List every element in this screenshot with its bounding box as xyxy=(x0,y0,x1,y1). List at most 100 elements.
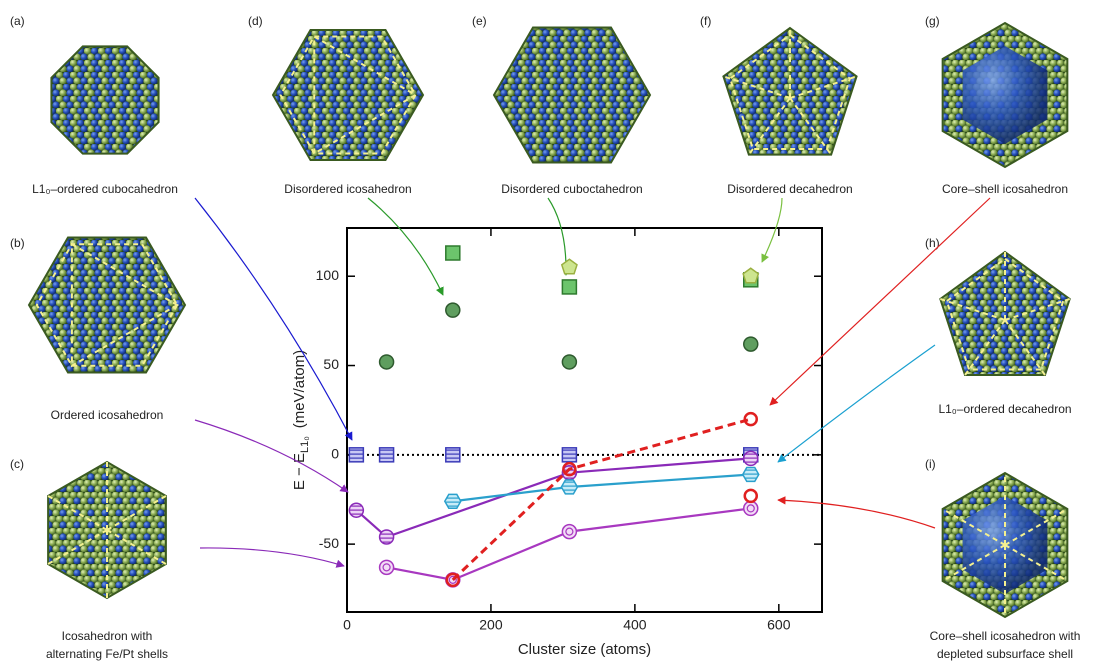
y-axis-label-part: L1₀ xyxy=(299,436,311,453)
y-axis-label: E − EL1₀ (meV/atom) xyxy=(291,350,311,490)
point xyxy=(378,529,395,545)
point-inner-ring xyxy=(382,563,391,572)
x-tick-label: 400 xyxy=(623,617,647,633)
panel-letter: (i) xyxy=(925,457,936,471)
dashed-edge xyxy=(940,298,1006,321)
panel-caption: alternating Fe/Pt shells xyxy=(46,647,168,661)
point xyxy=(743,411,758,427)
dashed-edge xyxy=(942,508,1006,546)
series-line xyxy=(451,417,752,581)
panel-caption: Icosahedron with xyxy=(62,629,153,643)
point xyxy=(562,461,577,477)
series-line xyxy=(386,507,751,581)
cluster-core xyxy=(962,46,1048,144)
panel-caption: L1₀–ordered cubocahedron xyxy=(32,182,178,196)
dashed-edge xyxy=(106,495,167,531)
callout-arrow xyxy=(777,344,936,463)
point xyxy=(378,447,395,463)
panel-caption: Core–shell icosahedron with xyxy=(930,629,1081,643)
cluster xyxy=(271,29,425,161)
point xyxy=(443,493,462,509)
y-axis-label-part: (meV/atom) xyxy=(291,350,308,428)
plot: 0 200 400 600 -50 0 50 100 Cluster size (atoms) E… xyxy=(194,197,991,658)
y-tick-label: 100 xyxy=(316,267,340,283)
dashed-edge xyxy=(70,242,180,368)
dashed-edge xyxy=(942,544,1006,582)
dashed-edge xyxy=(1004,298,1070,321)
dashed-edge xyxy=(47,495,108,531)
point xyxy=(561,279,578,295)
cluster xyxy=(27,236,187,374)
point xyxy=(445,572,461,588)
x-axis-label: Cluster size (atoms) xyxy=(518,641,651,658)
point xyxy=(445,245,461,261)
dashed-edge xyxy=(945,257,1065,371)
dashed-edge xyxy=(748,97,791,156)
dashed-edge xyxy=(35,243,179,367)
callout-arrow xyxy=(199,547,345,568)
point xyxy=(348,502,365,518)
point xyxy=(445,447,461,463)
y-tick-label: -50 xyxy=(319,535,339,551)
point xyxy=(445,302,461,318)
point xyxy=(560,258,578,275)
point xyxy=(741,466,760,483)
panel-letter: (e) xyxy=(472,14,487,28)
dashed-edge xyxy=(728,33,852,150)
y-tick-label: 0 xyxy=(331,446,339,462)
x-tick-label: 200 xyxy=(479,617,503,633)
point xyxy=(561,523,578,540)
point xyxy=(348,447,365,463)
panel-letter: (d) xyxy=(248,14,263,28)
point xyxy=(743,336,759,352)
x-tick-label: 0 xyxy=(343,617,351,633)
y-axis-label-part: E − E xyxy=(291,453,308,490)
callout-arrow xyxy=(194,419,349,493)
panel-caption: Ordered icosahedron xyxy=(51,408,164,422)
point xyxy=(378,354,395,370)
panel-caption: Disordered decahedron xyxy=(727,182,852,196)
cluster-images: (a) L1₀–ordered cubocahedron (b) Ordered ic… xyxy=(10,14,1080,661)
callout-arrow xyxy=(777,496,936,529)
point-inner-ring xyxy=(565,527,574,536)
point-inner-ring xyxy=(746,504,755,513)
panel-caption: Disordered icosahedron xyxy=(284,182,411,196)
point xyxy=(742,267,760,284)
point xyxy=(561,354,578,370)
callout-arrow xyxy=(367,197,444,296)
dashed-edge xyxy=(47,529,108,565)
series-line xyxy=(355,457,751,539)
callout-arrow xyxy=(194,197,353,441)
point xyxy=(743,450,759,467)
panel-letter: (f) xyxy=(700,14,711,28)
point xyxy=(743,500,759,517)
dashed-edge xyxy=(313,34,418,156)
dashed-edge xyxy=(789,75,857,99)
x-tick-label: 600 xyxy=(767,617,791,633)
callout-arrow xyxy=(769,197,991,406)
panel-letter: (a) xyxy=(10,14,25,28)
y-tick-label: 50 xyxy=(323,356,339,372)
panel-letter: (c) xyxy=(10,457,24,471)
dashed-edge xyxy=(1004,319,1046,376)
panel-caption: Core–shell icosahedron xyxy=(942,182,1068,196)
panel-caption: Disordered cuboctahedron xyxy=(501,182,642,196)
dashed-edge xyxy=(106,529,167,565)
point xyxy=(560,479,579,495)
panel-caption: L1₀–ordered decahedron xyxy=(938,402,1071,416)
point xyxy=(561,447,578,463)
panel-letter: (b) xyxy=(10,236,25,250)
dashed-edge xyxy=(964,319,1006,376)
point-inner-ring xyxy=(448,575,457,584)
point xyxy=(378,559,395,576)
dashed-edge xyxy=(789,97,832,156)
dashed-edge xyxy=(1004,508,1068,546)
dashed-edge xyxy=(723,75,791,99)
panel-letter: (h) xyxy=(925,236,940,250)
panel-letter: (g) xyxy=(925,14,940,28)
point xyxy=(743,488,758,504)
panel-caption: depleted subsurface shell xyxy=(937,647,1073,661)
callout-arrow xyxy=(761,197,783,263)
cluster xyxy=(50,45,160,155)
